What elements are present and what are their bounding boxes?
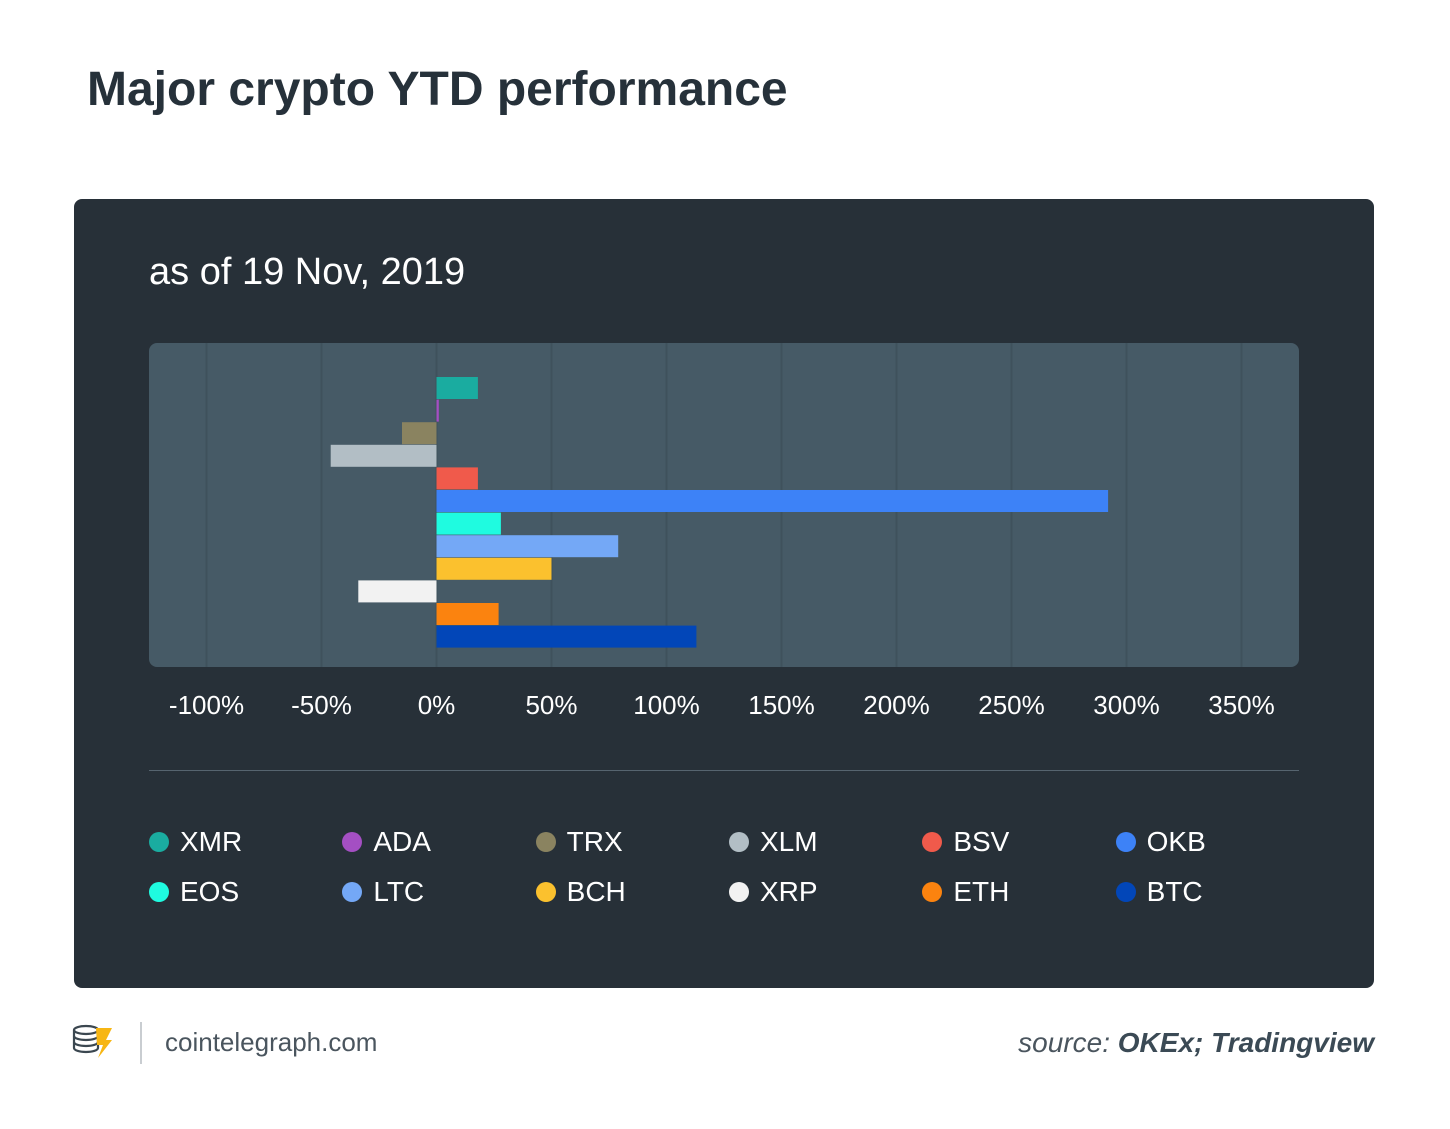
x-tick-label: 50% [525, 690, 577, 720]
legend-item-xmr: XMR [149, 826, 342, 857]
x-tick-label: -50% [291, 690, 352, 720]
bar-xrp [358, 580, 437, 603]
legend-swatch [535, 882, 556, 902]
legend-swatch [922, 882, 943, 902]
legend-swatch [342, 832, 363, 852]
bar-trx [402, 422, 437, 445]
legend-item-xlm: XLM [728, 826, 922, 857]
legend-label: ADA [373, 826, 431, 857]
x-tick-label: 350% [1208, 690, 1275, 720]
legend-label: BSV [953, 826, 1010, 857]
source-value: OKEx; Tradingview [1117, 1027, 1374, 1058]
legend-swatch [728, 882, 749, 902]
legend-label: OKB [1146, 826, 1206, 857]
bar-eos [436, 512, 501, 535]
legend-item-xrp: XRP [728, 876, 922, 907]
source-note: source: OKEx; Tradingview [1018, 1027, 1374, 1059]
chart-panel: as of 19 Nov, 2019 -100% -50% 0% 50% 100% 150… [74, 199, 1374, 988]
bar-ada [436, 399, 439, 422]
x-tick-label: 0% [418, 690, 456, 720]
legend-divider [149, 770, 1299, 771]
legend-label: TRX [566, 826, 623, 857]
bar-bsv [436, 467, 478, 490]
cointelegraph-logo [72, 1022, 116, 1067]
legend-swatch [728, 832, 749, 852]
x-tick-label: 200% [863, 690, 930, 720]
legend-label: XRP [759, 876, 818, 907]
legend-item-bsv: BSV [922, 826, 1115, 857]
source-label: source: [1018, 1027, 1110, 1058]
bar-bch [436, 557, 552, 580]
legend-swatch [1115, 882, 1136, 902]
x-tick-label: 150% [748, 690, 815, 720]
legend: XMR ADA TRX XLM BSV OKB EOS LTC BCH XRP ETH BTC [149, 826, 1309, 907]
bar-ltc [436, 535, 619, 558]
bar-chart: -100% -50% 0% 50% 100% 150% 200% 250% 300% 350% [169, 343, 1275, 720]
chart-subtitle: as of 19 Nov, 2019 [149, 251, 466, 293]
x-tick-label: 250% [978, 690, 1045, 720]
legend-swatch [535, 832, 556, 852]
legend-label: BTC [1146, 876, 1203, 907]
legend-swatch [149, 882, 169, 902]
legend-label: XLM [759, 826, 818, 857]
bar-xmr [436, 377, 478, 399]
legend-item-eth: ETH [922, 876, 1115, 907]
legend-item-btc: BTC [1115, 876, 1309, 907]
legend-label: BCH [566, 876, 626, 907]
bar-eth [436, 603, 499, 625]
legend-label: LTC [373, 876, 425, 907]
legend-item-bch: BCH [535, 876, 729, 907]
legend-item-okb: OKB [1115, 826, 1309, 857]
legend-item-ltc: LTC [342, 876, 535, 907]
chart-title: Major crypto YTD performance [87, 63, 788, 116]
legend-swatch [922, 832, 943, 852]
x-tick-label: 100% [633, 690, 700, 720]
bar-okb [436, 490, 1109, 512]
legend-label: XMR [180, 826, 243, 857]
x-tick-label: 300% [1093, 690, 1160, 720]
legend-item-ada: ADA [342, 826, 535, 857]
legend-item-eos: EOS [149, 876, 342, 907]
x-tick-label: -100% [169, 690, 244, 720]
legend-item-trx: TRX [535, 826, 729, 857]
legend-swatch [1115, 832, 1136, 852]
legend-swatch [149, 832, 169, 852]
site-name: cointelegraph.com [165, 1027, 378, 1057]
footer-separator [140, 1022, 142, 1064]
legend-label: EOS [180, 876, 240, 907]
legend-label: ETH [953, 876, 1010, 907]
bar-xlm [330, 444, 437, 467]
bar-btc [436, 625, 697, 648]
legend-swatch [342, 882, 363, 902]
